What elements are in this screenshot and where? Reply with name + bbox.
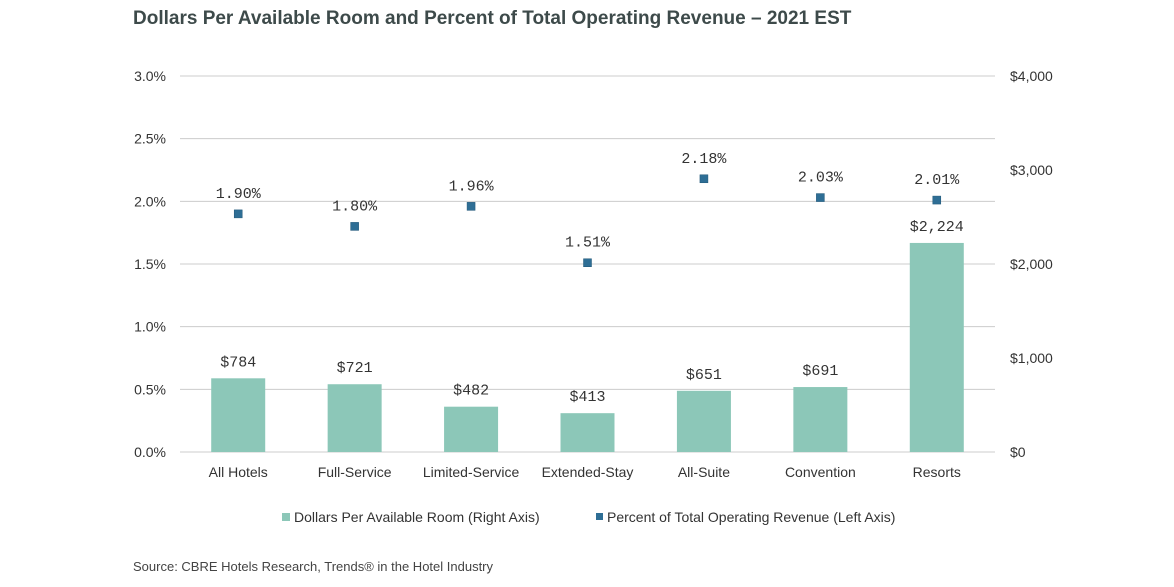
source-note: Source: CBRE Hotels Research, Trends® in… [133,559,494,574]
bar [444,406,499,452]
left-tick-label: 2.0% [134,193,166,209]
legend: Dollars Per Available Room (Right Axis) … [282,509,895,525]
left-axis: 0.0% 0.5% 1.0% 1.5% 2.0% 2.5% 3.0% [134,68,166,460]
legend-marker-label: Percent of Total Operating Revenue (Left… [607,509,895,525]
category-label: All-Suite [678,464,730,480]
chart-title: Dollars Per Available Room and Percent o… [133,8,852,29]
percent-marker [816,193,825,202]
right-tick-label: $0 [1010,444,1026,460]
percent-marker [699,174,709,184]
category-label: Resorts [913,464,961,480]
bar-value-label: $651 [686,367,722,384]
bar-value-label: $691 [802,363,838,380]
percent-value-label: 1.80% [332,198,378,215]
legend-bar-swatch [282,513,290,521]
right-tick-label: $2,000 [1010,256,1053,272]
percent-marker [233,209,243,219]
right-axis: $0 $1,000 $2,000 $3,000 $4,000 [1010,68,1053,460]
left-tick-label: 1.5% [134,256,166,272]
category-label: Convention [785,464,856,480]
percent-value-label: 1.96% [449,178,495,195]
percent-value-label: 2.01% [914,172,960,189]
category-label: Full-Service [318,464,392,480]
percent-value-label: 1.90% [216,186,262,203]
legend-bar-label: Dollars Per Available Room (Right Axis) [294,509,540,525]
percent-value-label: 2.03% [798,170,844,187]
bar-value-label: $413 [569,389,605,406]
bar-value-label: $784 [220,354,256,371]
percent-marker [466,202,476,211]
percent-marker [350,222,359,231]
bar-series: $784 $721 $482 $413 $651 $691 $2,224 [211,219,964,452]
percent-marker [932,195,942,205]
category-label: Limited-Service [423,464,520,480]
bar [909,242,964,452]
bar-value-label: $721 [337,360,373,377]
bar [676,390,731,452]
right-tick-label: $1,000 [1010,350,1053,366]
bar-value-label: $2,224 [910,219,964,236]
left-tick-label: 3.0% [134,68,166,84]
category-label: All Hotels [209,464,268,480]
bar [327,384,382,452]
percent-value-label: 2.18% [681,151,727,168]
percent-value-label: 1.51% [565,235,611,252]
category-axis: All Hotels Full-Service Limited-Service Ext… [209,464,961,480]
bar [793,387,848,452]
left-tick-label: 2.5% [134,131,166,147]
left-tick-label: 0.0% [134,444,166,460]
left-tick-label: 0.5% [134,381,166,397]
left-tick-label: 1.0% [134,319,166,335]
bar [560,413,615,452]
bar-value-label: $482 [453,383,489,400]
right-tick-label: $4,000 [1010,68,1053,84]
marker-series: 1.90% 1.80% 1.96% 1.51% 2.18% 2.03% 2.01% [216,151,960,267]
legend-marker-swatch [596,513,603,520]
right-tick-label: $3,000 [1010,162,1053,178]
percent-marker [583,258,592,267]
category-label: Extended-Stay [542,464,634,480]
bar [211,378,266,452]
